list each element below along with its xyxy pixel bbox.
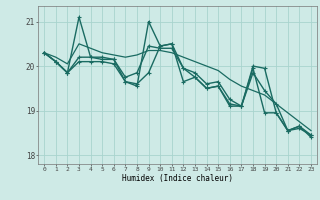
- X-axis label: Humidex (Indice chaleur): Humidex (Indice chaleur): [122, 174, 233, 183]
